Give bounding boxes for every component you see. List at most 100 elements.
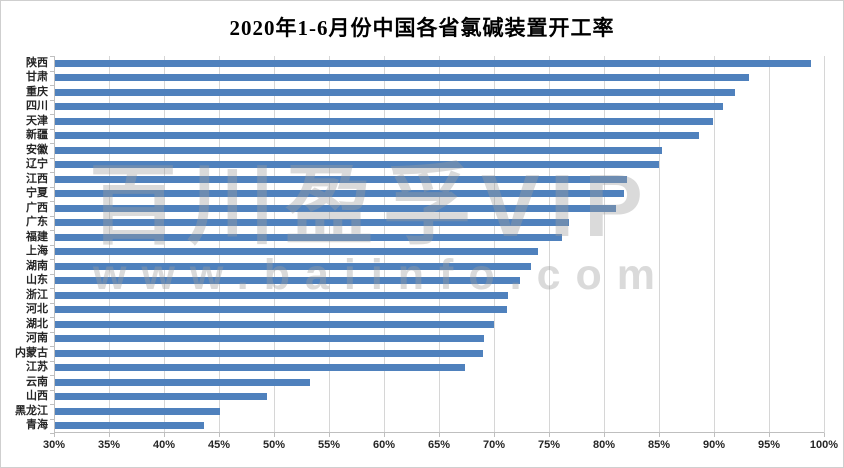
x-axis-tick bbox=[329, 433, 330, 437]
bar-内蒙古 bbox=[55, 349, 483, 357]
y-axis-tick bbox=[50, 375, 54, 376]
y-axis-label-天津: 天津 bbox=[26, 114, 48, 127]
y-axis-label-广西: 广西 bbox=[26, 201, 48, 214]
y-axis-tick bbox=[50, 201, 54, 202]
y-axis-tick bbox=[50, 216, 54, 217]
gridline-35pct bbox=[109, 56, 110, 433]
y-axis-tick bbox=[50, 361, 54, 362]
bar-浙江 bbox=[55, 291, 509, 299]
bar-宁夏 bbox=[55, 190, 624, 198]
y-axis-tick bbox=[50, 390, 54, 391]
y-axis-tick bbox=[50, 433, 54, 434]
y-axis-label-重庆: 重庆 bbox=[26, 85, 48, 98]
y-axis-label-江苏: 江苏 bbox=[26, 361, 48, 374]
gridline-50pct bbox=[274, 56, 275, 433]
y-axis-tick bbox=[50, 317, 54, 318]
y-axis-label-辽宁: 辽宁 bbox=[26, 158, 48, 171]
y-axis-tick bbox=[50, 71, 54, 72]
y-axis-label-湖北: 湖北 bbox=[26, 317, 48, 330]
y-axis-tick bbox=[50, 129, 54, 130]
y-axis-label-河南: 河南 bbox=[26, 332, 48, 345]
bar-新疆 bbox=[55, 132, 699, 140]
x-axis-label-30%: 30% bbox=[42, 439, 66, 451]
x-axis-label-85%: 85% bbox=[647, 439, 671, 451]
bar-上海 bbox=[55, 248, 538, 256]
x-axis-label-40%: 40% bbox=[152, 439, 176, 451]
bar-安徽 bbox=[55, 146, 663, 154]
gridline-45pct bbox=[219, 56, 220, 433]
x-axis-tick bbox=[714, 433, 715, 437]
bar-广东 bbox=[55, 219, 569, 227]
bar-天津 bbox=[55, 117, 713, 125]
x-axis-label-65%: 65% bbox=[427, 439, 451, 451]
y-axis-label-云南: 云南 bbox=[26, 375, 48, 388]
chart-title: 2020年1-6月份中国各省氯碱装置开工率 bbox=[229, 16, 615, 40]
y-axis-tick bbox=[50, 143, 54, 144]
bar-四川 bbox=[55, 103, 723, 111]
y-axis-tick bbox=[50, 259, 54, 260]
bar-陕西 bbox=[55, 59, 811, 67]
y-axis-tick bbox=[50, 172, 54, 173]
gridline-100pct bbox=[824, 56, 825, 433]
bar-甘肃 bbox=[55, 74, 750, 82]
y-axis-tick bbox=[50, 245, 54, 246]
watermark-url-text: www.baiinfo.com bbox=[93, 251, 670, 299]
x-axis-tick bbox=[274, 433, 275, 437]
y-axis-label-湖南: 湖南 bbox=[26, 259, 48, 272]
x-axis-tick bbox=[219, 433, 220, 437]
x-axis-tick bbox=[769, 433, 770, 437]
y-axis-tick bbox=[50, 85, 54, 86]
x-axis-label-90%: 90% bbox=[702, 439, 726, 451]
x-axis-label-35%: 35% bbox=[97, 439, 121, 451]
y-axis-label-宁夏: 宁夏 bbox=[26, 187, 48, 200]
y-axis-line bbox=[54, 56, 55, 433]
x-axis-label-70%: 70% bbox=[482, 439, 506, 451]
y-axis-label-浙江: 浙江 bbox=[26, 288, 48, 301]
x-axis-tick bbox=[164, 433, 165, 437]
x-axis-tick bbox=[109, 433, 110, 437]
gridline-60pct bbox=[384, 56, 385, 433]
y-axis-tick bbox=[50, 346, 54, 347]
x-axis-tick bbox=[824, 433, 825, 437]
y-axis-label-江西: 江西 bbox=[26, 172, 48, 185]
y-axis-label-安徽: 安徽 bbox=[26, 143, 48, 156]
gridline-95pct bbox=[769, 56, 770, 433]
bar-河北 bbox=[55, 306, 508, 314]
bar-山东 bbox=[55, 277, 521, 285]
bar-黑龙江 bbox=[55, 407, 221, 415]
y-axis-tick bbox=[50, 100, 54, 101]
x-axis-label-100%: 100% bbox=[809, 439, 839, 451]
y-axis-tick bbox=[50, 274, 54, 275]
y-axis-label-上海: 上海 bbox=[26, 245, 48, 258]
gridline-75pct bbox=[549, 56, 550, 433]
y-axis-label-广东: 广东 bbox=[26, 216, 48, 229]
x-axis-label-50%: 50% bbox=[262, 439, 286, 451]
x-axis-label-60%: 60% bbox=[372, 439, 396, 451]
bar-湖北 bbox=[55, 320, 494, 328]
bar-江西 bbox=[55, 175, 628, 183]
x-axis-label-95%: 95% bbox=[757, 439, 781, 451]
bar-山西 bbox=[55, 393, 268, 401]
y-axis-tick bbox=[50, 230, 54, 231]
y-axis-label-青海: 青海 bbox=[26, 419, 48, 432]
bar-福建 bbox=[55, 233, 563, 241]
x-axis-tick bbox=[54, 433, 55, 437]
gridline-65pct bbox=[439, 56, 440, 433]
y-axis-tick bbox=[50, 187, 54, 188]
y-axis-tick bbox=[50, 114, 54, 115]
watermark-brand-text: 百川盈孚VIP bbox=[89, 156, 653, 255]
x-axis-label-75%: 75% bbox=[537, 439, 561, 451]
gridline-70pct bbox=[494, 56, 495, 433]
y-axis-label-山西: 山西 bbox=[26, 390, 48, 403]
y-axis-tick bbox=[50, 56, 54, 57]
gridline-40pct bbox=[164, 56, 165, 433]
x-axis-tick bbox=[549, 433, 550, 437]
y-axis-tick bbox=[50, 404, 54, 405]
x-axis-tick bbox=[439, 433, 440, 437]
y-axis-label-陕西: 陕西 bbox=[26, 56, 48, 69]
y-axis-tick bbox=[50, 332, 54, 333]
x-axis-tick bbox=[384, 433, 385, 437]
y-axis-tick bbox=[50, 303, 54, 304]
y-axis-label-四川: 四川 bbox=[26, 100, 48, 113]
